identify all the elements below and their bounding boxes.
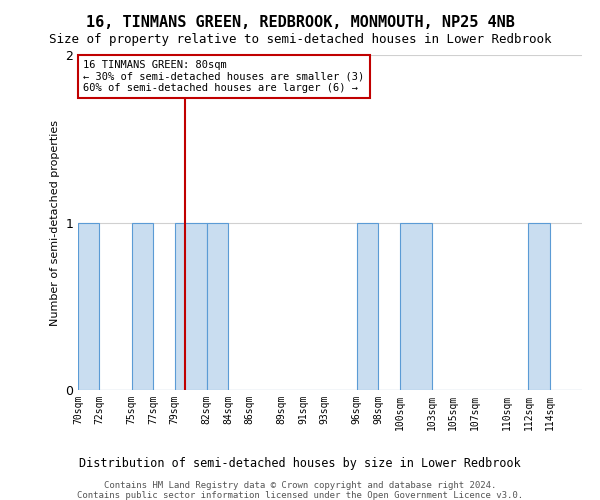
- Text: Contains public sector information licensed under the Open Government Licence v3: Contains public sector information licen…: [77, 491, 523, 500]
- Bar: [175, 222, 206, 390]
- Y-axis label: Number of semi-detached properties: Number of semi-detached properties: [50, 120, 59, 326]
- Bar: [400, 222, 432, 390]
- Text: 16 TINMANS GREEN: 80sqm
← 30% of semi-detached houses are smaller (3)
60% of sem: 16 TINMANS GREEN: 80sqm ← 30% of semi-de…: [83, 60, 365, 93]
- Text: Distribution of semi-detached houses by size in Lower Redbrook: Distribution of semi-detached houses by …: [79, 458, 521, 470]
- Text: Contains HM Land Registry data © Crown copyright and database right 2024.: Contains HM Land Registry data © Crown c…: [104, 481, 496, 490]
- Bar: [78, 222, 100, 390]
- Bar: [206, 222, 228, 390]
- Bar: [131, 222, 153, 390]
- Text: Size of property relative to semi-detached houses in Lower Redbrook: Size of property relative to semi-detach…: [49, 32, 551, 46]
- Bar: [529, 222, 550, 390]
- Bar: [357, 222, 378, 390]
- Text: 16, TINMANS GREEN, REDBROOK, MONMOUTH, NP25 4NB: 16, TINMANS GREEN, REDBROOK, MONMOUTH, N…: [86, 15, 514, 30]
